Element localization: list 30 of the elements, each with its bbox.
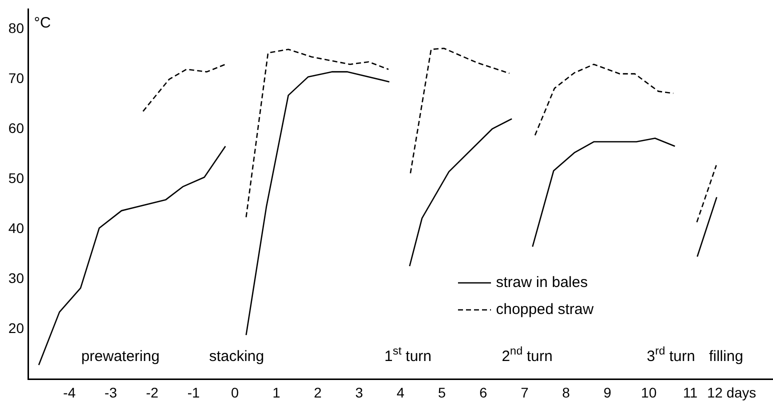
x-tick-label: 1 [272, 384, 280, 400]
y-tick-label: 30 [8, 270, 24, 286]
y-tick-label: 80 [8, 20, 24, 36]
y-axis-title: °C [34, 14, 51, 32]
x-tick-label: 10 [641, 384, 657, 400]
legend-label: straw in bales [496, 274, 588, 292]
legend-label: chopped straw [496, 301, 594, 318]
x-tick-label: 6 [479, 384, 488, 400]
x-tick-label: -3 [104, 384, 118, 400]
x-tick-label: 9 [604, 384, 612, 400]
x-tick-label: 0 [231, 384, 240, 400]
x-tick-label: 12 days [707, 384, 756, 400]
x-tick-label: -2 [146, 384, 159, 400]
x-tick-label: -1 [187, 384, 200, 400]
y-tick-label: 70 [8, 70, 24, 86]
x-tick-label: -4 [63, 384, 76, 400]
x-tick-label: 2 [314, 384, 322, 400]
y-tick-label: 60 [8, 120, 24, 136]
y-tick-label: 50 [8, 170, 24, 186]
y-tick-label: 20 [8, 320, 24, 336]
x-tick-label: 8 [562, 384, 570, 400]
annotation: stacking [209, 348, 264, 365]
annotation: filling [708, 348, 744, 365]
x-tick-label: 3 [355, 384, 364, 400]
x-tick-label: 7 [520, 384, 529, 400]
x-tick-label: 5 [438, 384, 446, 400]
annotation: prewatering [81, 348, 160, 365]
x-tick-label: 4 [396, 384, 405, 400]
x-tick-label: 11 [682, 384, 698, 400]
y-tick-label: 40 [8, 220, 24, 236]
